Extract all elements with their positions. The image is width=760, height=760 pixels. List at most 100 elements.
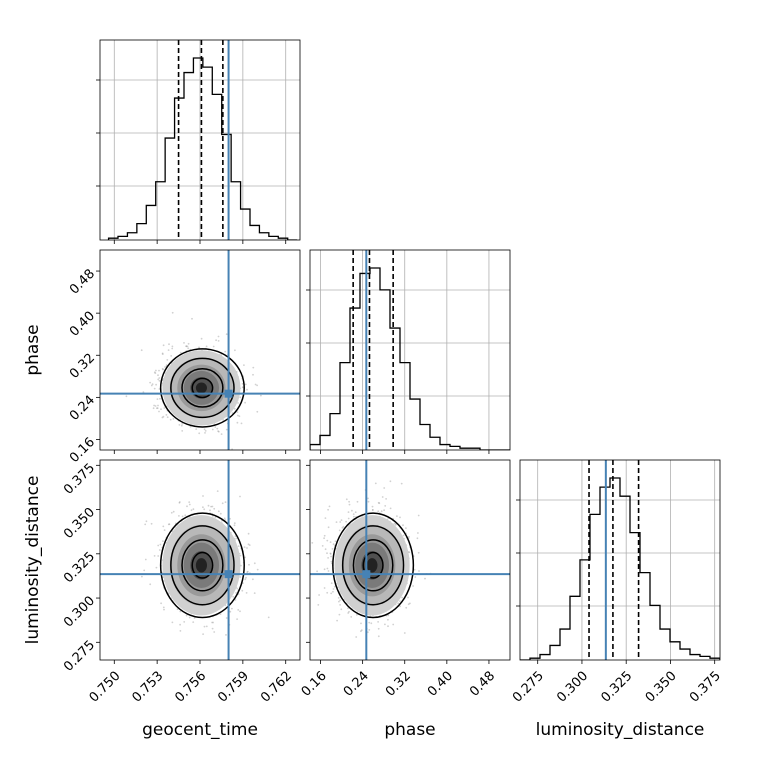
joint-panel-geocent_time-phase <box>96 249 301 454</box>
x-tick-label-geocent_time: 0.750 <box>87 669 124 706</box>
y-tick-label-luminosity_distance: 0.325 <box>61 549 98 586</box>
sample-point <box>188 616 191 619</box>
sample-point <box>392 623 395 626</box>
sample-point <box>210 505 213 508</box>
sample-point <box>237 414 239 417</box>
sample-point <box>377 627 380 630</box>
sample-point <box>253 562 256 565</box>
x-tick-label-luminosity_distance: 0.375 <box>687 669 724 706</box>
sample-point <box>327 508 329 511</box>
sample-point <box>350 616 353 618</box>
sample-point <box>407 603 410 606</box>
joint-content-0 <box>100 250 300 450</box>
sample-point <box>387 614 390 617</box>
y-tick-label-luminosity_distance: 0.300 <box>61 593 98 630</box>
sample-point <box>417 551 420 554</box>
sample-point <box>399 516 401 519</box>
sample-point <box>348 610 350 613</box>
sample-point <box>188 501 191 503</box>
sample-point <box>330 582 333 585</box>
sample-point <box>333 585 336 588</box>
sample-point <box>161 416 164 419</box>
sample-point <box>356 500 359 503</box>
sample-point <box>377 621 379 623</box>
sample-point <box>223 517 226 520</box>
sample-point <box>256 410 259 413</box>
sample-point <box>145 520 148 523</box>
sample-point <box>202 633 205 635</box>
sample-point <box>222 419 225 421</box>
sample-point <box>332 588 335 590</box>
sample-point <box>318 594 320 596</box>
sample-point <box>244 578 247 581</box>
sample-point <box>256 384 258 387</box>
sample-point <box>399 600 401 603</box>
y-tick-label-phase: 0.32 <box>67 351 98 382</box>
sample-point <box>162 415 165 418</box>
sample-point <box>397 602 399 605</box>
sample-point <box>187 342 190 345</box>
sample-point <box>385 498 387 500</box>
y-axis-label-phase: phase <box>23 324 43 375</box>
hist-step-geocent_time <box>107 57 298 240</box>
sample-point <box>371 509 374 511</box>
sample-point <box>239 495 241 498</box>
sample-point <box>235 592 238 594</box>
y-tick-label-phase: 0.24 <box>67 393 98 424</box>
sample-point <box>371 509 374 511</box>
sample-point <box>351 509 353 512</box>
x-tick-label-phase: 0.48 <box>467 669 498 700</box>
sample-point <box>347 612 350 614</box>
sample-point <box>329 552 332 555</box>
sample-point <box>417 532 419 534</box>
sample-point <box>160 408 162 411</box>
sample-point <box>360 622 362 625</box>
sample-point <box>159 543 162 546</box>
sample-point <box>239 396 242 399</box>
sample-point <box>340 608 343 611</box>
hist-content-0 <box>107 40 298 240</box>
sample-point <box>213 631 216 633</box>
sample-point <box>370 622 373 625</box>
y-tick-label-luminosity_distance: 0.350 <box>61 505 98 542</box>
sample-point <box>234 599 237 601</box>
sample-point <box>381 496 384 498</box>
sample-point <box>220 519 223 522</box>
sample-point <box>209 509 211 512</box>
sample-point <box>347 607 349 610</box>
contour-3 <box>159 348 245 428</box>
sample-point <box>169 418 172 421</box>
sample-point <box>160 602 163 605</box>
sample-point <box>204 432 206 434</box>
sample-point <box>141 575 143 578</box>
sample-point <box>170 355 173 357</box>
sample-point <box>184 514 187 517</box>
x-tick-label-luminosity_distance: 0.325 <box>599 669 636 706</box>
sample-point <box>156 407 159 409</box>
sample-point <box>387 618 389 621</box>
sample-point <box>316 570 318 573</box>
sample-point <box>367 497 369 500</box>
sample-point <box>332 590 334 593</box>
density-level-5 <box>195 558 207 573</box>
sample-point <box>339 521 342 523</box>
sample-point <box>244 401 247 404</box>
sample-point <box>155 369 157 372</box>
sample-point <box>157 555 160 557</box>
sample-point <box>214 516 217 519</box>
x-tick-label-geocent_time: 0.759 <box>215 669 252 706</box>
sample-point <box>424 577 426 580</box>
sample-point <box>400 482 403 485</box>
sample-point <box>237 609 240 611</box>
sample-point <box>241 386 244 388</box>
sample-point <box>225 634 227 636</box>
sample-point <box>178 424 181 426</box>
sample-point <box>183 621 186 623</box>
sample-point <box>140 349 143 352</box>
sample-point <box>267 616 270 619</box>
sample-point <box>256 568 259 571</box>
panel-frame-1 <box>309 249 511 451</box>
sample-point <box>360 630 362 633</box>
joint-content-1 <box>100 460 300 660</box>
sample-point <box>384 623 386 626</box>
